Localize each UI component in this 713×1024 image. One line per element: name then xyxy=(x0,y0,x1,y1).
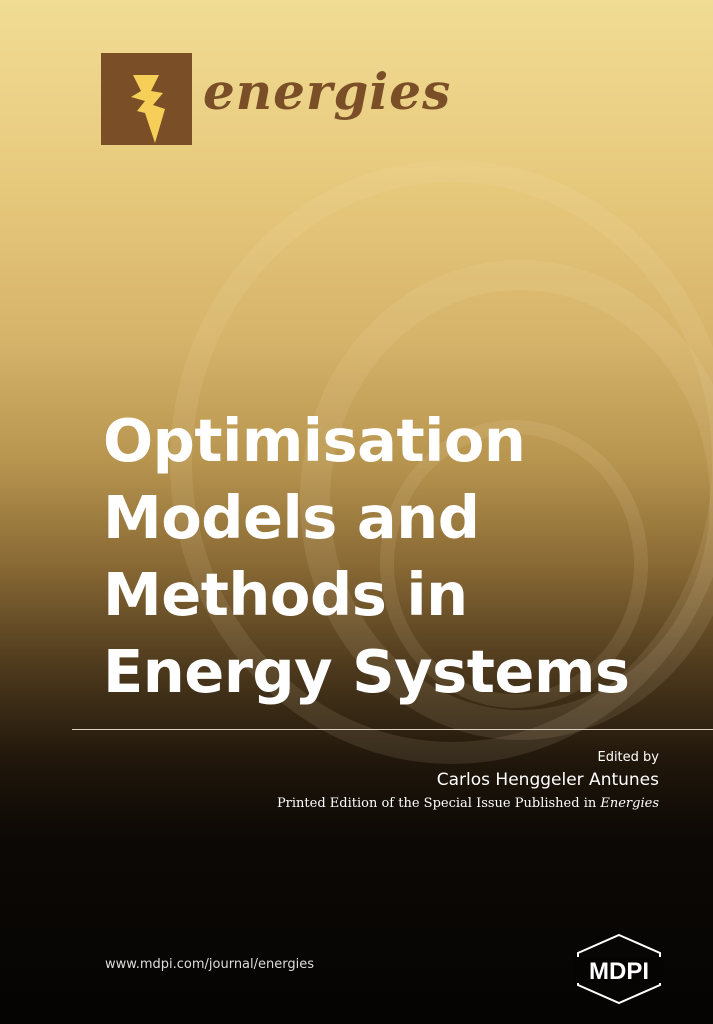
mdpi-logo-text: MDPI xyxy=(589,958,649,985)
printed-edition-note: Printed Edition of the Special Issue Pub… xyxy=(277,796,659,811)
journal-name: energies xyxy=(203,62,452,121)
title-line: Models and xyxy=(103,483,480,552)
journal-logo xyxy=(101,53,192,145)
journal-url[interactable]: www.mdpi.com/journal/energies xyxy=(105,957,314,972)
title-line: Methods in xyxy=(103,560,468,629)
printed-edition-text: Printed Edition of the Special Issue Pub… xyxy=(276,796,597,811)
editor-name: Carlos Henggeler Antunes xyxy=(436,770,659,790)
book-title: Optimisation Models and Methods in Energ… xyxy=(103,402,630,710)
edited-by-label: Edited by xyxy=(597,750,659,765)
title-line: Energy Systems xyxy=(103,637,630,706)
printed-edition-journal: Energies xyxy=(600,796,659,811)
mdpi-logo: MDPI xyxy=(574,933,664,1009)
divider xyxy=(72,729,713,730)
lightning-bolt-icon xyxy=(131,75,165,143)
title-line: Optimisation xyxy=(103,406,526,475)
